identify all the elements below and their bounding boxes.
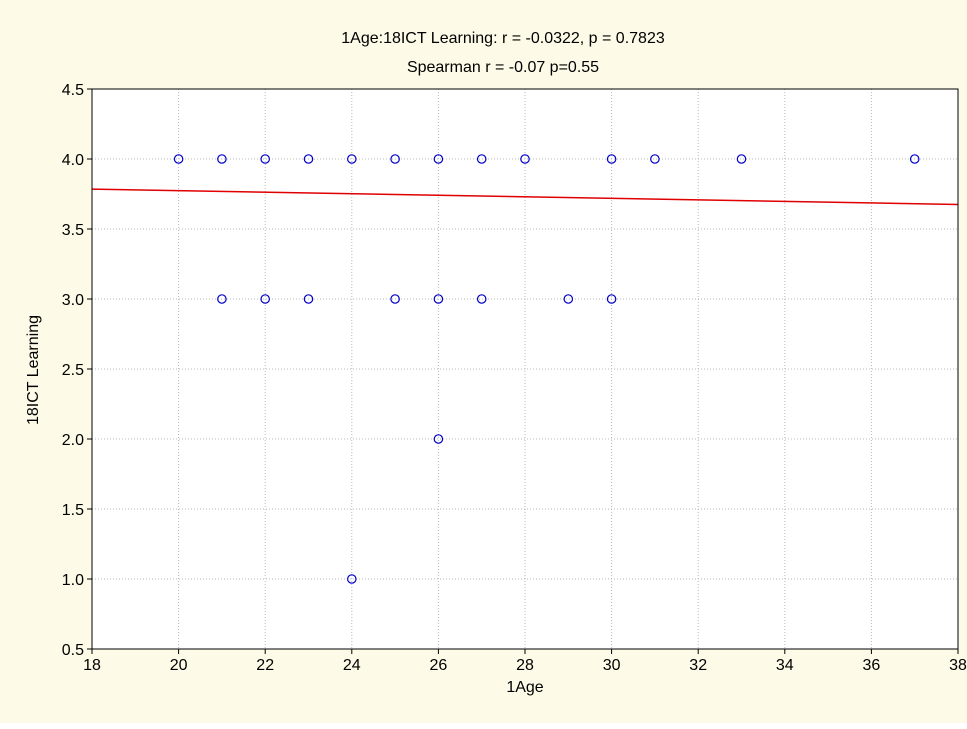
data-point xyxy=(476,294,487,304)
y-tick-label: 3.0 xyxy=(62,292,84,309)
x-tick-label: 34 xyxy=(776,657,794,674)
y-axis-label: 18ICT Learning xyxy=(25,315,42,425)
x-axis: 18 20 22 24 26 28 30 32 34 36 38 xyxy=(83,649,967,674)
data-point xyxy=(433,434,444,444)
y-tick-label: 0.5 xyxy=(62,642,84,659)
data-point xyxy=(303,154,314,164)
x-tick-label: 20 xyxy=(170,657,188,674)
x-tick-label: 36 xyxy=(863,657,881,674)
data-point xyxy=(346,574,357,584)
chart-title: 1Age:18ICT Learning: r = -0.0322, p = 0.… xyxy=(341,30,665,47)
y-tick-label: 1.0 xyxy=(62,572,84,589)
chart-subtitle: Spearman r = -0.07 p=0.55 xyxy=(407,59,599,76)
x-tick-label: 18 xyxy=(83,657,101,674)
y-tick-label: 4.0 xyxy=(62,152,84,169)
data-point xyxy=(563,294,574,304)
data-point xyxy=(606,294,617,304)
data-point xyxy=(390,154,400,164)
data-point xyxy=(433,294,444,304)
y-tick-label: 4.5 xyxy=(62,82,84,99)
data-point xyxy=(606,154,617,164)
x-tick-label: 26 xyxy=(430,657,448,674)
grid xyxy=(92,89,958,649)
x-axis-label: 1Age xyxy=(506,679,543,696)
x-tick-label: 30 xyxy=(603,657,621,674)
y-tick-label: 3.5 xyxy=(62,222,84,239)
data-point xyxy=(217,154,227,164)
data-point xyxy=(736,154,747,164)
y-axis: 0.5 1.0 1.5 2.0 2.5 3.0 3.5 4.0 4.5 xyxy=(62,82,92,659)
y-tick-label: 1.5 xyxy=(62,502,84,519)
x-tick-label: 28 xyxy=(516,657,534,674)
data-point xyxy=(217,294,227,304)
data-point xyxy=(173,154,184,164)
data-point xyxy=(476,154,487,164)
x-tick-label: 32 xyxy=(689,657,707,674)
data-point xyxy=(260,294,270,304)
regression-line xyxy=(91,188,959,206)
data-point xyxy=(520,154,530,164)
data-point xyxy=(909,154,920,164)
x-tick-label: 38 xyxy=(949,657,967,674)
data-point xyxy=(390,294,400,304)
points-layer xyxy=(173,154,920,584)
data-point xyxy=(260,154,270,164)
x-tick-label: 22 xyxy=(256,657,274,674)
y-tick-label: 2.0 xyxy=(62,432,84,449)
fit-line-layer xyxy=(91,188,959,206)
data-point xyxy=(433,154,444,164)
data-point xyxy=(303,294,314,304)
data-point xyxy=(650,154,660,164)
y-tick-label: 2.5 xyxy=(62,362,84,379)
x-tick-label: 24 xyxy=(343,657,361,674)
data-point xyxy=(346,154,357,164)
